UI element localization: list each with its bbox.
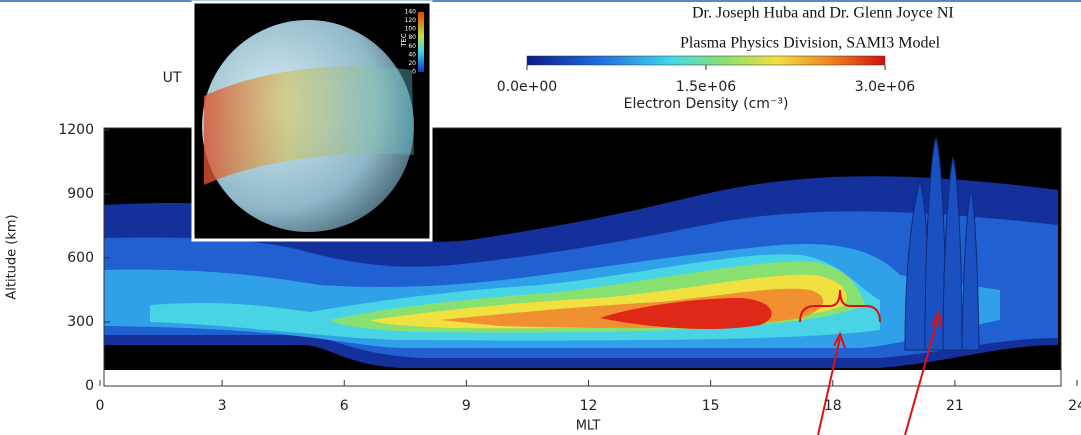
y-tick-label: 300 — [67, 314, 94, 330]
x-tick-label: 9 — [462, 398, 471, 414]
inset-tick-label: 140 — [405, 9, 417, 16]
oscillation-contours — [904, 136, 980, 351]
x-tick-label: 18 — [824, 398, 842, 414]
x-tick-label: 6 — [340, 398, 349, 414]
inset-tick-label: 0 — [412, 69, 416, 76]
inset-tick-label: 20 — [408, 60, 416, 67]
inset-tick-label: 40 — [408, 51, 416, 58]
density-contour — [600, 298, 772, 330]
header-line: Plasma Physics Division, SAMI3 Model — [680, 35, 941, 52]
header-line: Dr. Joseph Huba and Dr. Glenn Joyce NI — [692, 5, 954, 22]
inset-tick-label: 120 — [405, 17, 417, 24]
x-tick-label: 3 — [218, 398, 227, 414]
x-tick-label: 15 — [702, 398, 720, 414]
plot-frame — [103, 127, 1062, 387]
colorbar-label: Electron Density (cm⁻³) — [624, 96, 789, 112]
inset: TEC — [191, 0, 433, 242]
y-tick-label: 1200 — [58, 122, 94, 138]
tec-band — [204, 66, 414, 185]
colorbar-tick-label: 1.5e+06 — [676, 79, 737, 95]
colorbar — [526, 55, 886, 66]
x-tick-label: 21 — [946, 398, 964, 414]
time-label: UT — [163, 70, 182, 86]
x-tick-label: 24 — [1068, 398, 1081, 414]
colorbar-tick-label: 0.0e+00 — [497, 79, 557, 95]
inset-colorbar — [418, 12, 424, 72]
y-tick-label: 0 — [85, 378, 94, 394]
inset-tick-label: 60 — [408, 43, 416, 50]
inset-colorbar-label: TEC — [400, 33, 408, 48]
y-tick-label: 600 — [67, 250, 94, 266]
y-axis-label: Altitude (km) — [5, 214, 20, 299]
annotations — [799, 289, 943, 435]
inset-tick-label: 100 — [405, 26, 417, 33]
x-axis-label: MLT — [576, 419, 601, 434]
colorbar-tick-label: 3.0e+06 — [855, 79, 916, 95]
inset-tick-label: 80 — [408, 34, 416, 41]
x-tick-label: 0 — [96, 398, 105, 414]
y-tick-label: 900 — [67, 186, 94, 202]
x-tick-label: 12 — [580, 398, 598, 414]
